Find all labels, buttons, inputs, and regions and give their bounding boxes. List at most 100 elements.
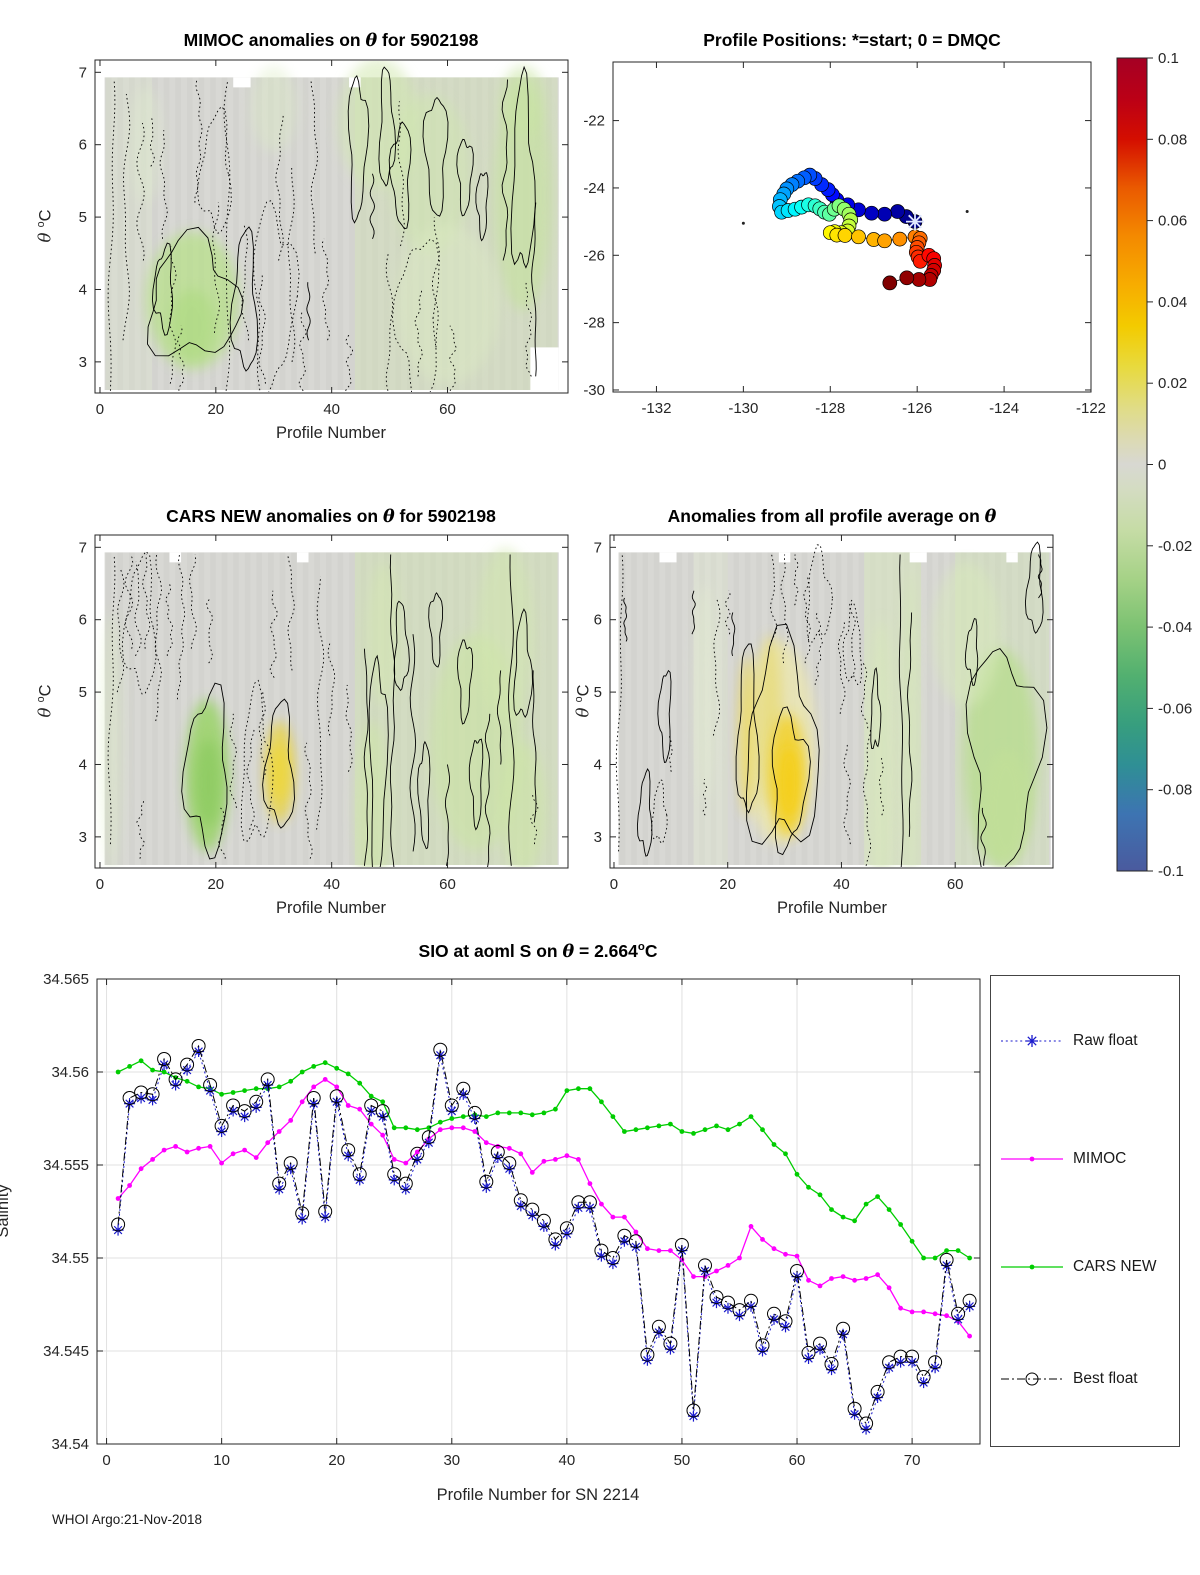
- colorbar-tick-label: -0.04: [1158, 619, 1192, 636]
- svg-text:-130: -130: [728, 400, 758, 417]
- colorbar-tick-label: 0.02: [1158, 375, 1187, 392]
- title-cars: CARS NEW anomalies on θ for 5902198: [166, 506, 496, 527]
- map-speck: [741, 221, 745, 225]
- legend-label: CARS NEW: [1073, 1258, 1157, 1275]
- svg-text:0: 0: [610, 876, 618, 893]
- xlabel-cars: Profile Number: [275, 899, 387, 917]
- svg-text:60: 60: [439, 401, 456, 418]
- svg-text:4: 4: [594, 756, 602, 773]
- colorbar-tick-label: 0.08: [1158, 131, 1187, 148]
- colorbar-tick-label: -0.1: [1158, 863, 1184, 880]
- colorbar-tick-label: -0.08: [1158, 782, 1192, 799]
- svg-text:-26: -26: [583, 247, 605, 264]
- colorbar-tick-label: 0.04: [1158, 294, 1187, 311]
- svg-text:34.54: 34.54: [51, 1436, 89, 1453]
- profile-position-marker: [864, 205, 879, 221]
- cars-contour-panel: [99, 547, 559, 867]
- positions-map-panel: [741, 167, 969, 291]
- legend-item-cars-new: CARS NEW: [999, 1256, 1157, 1278]
- colorbar: 0.1 0.08 0.06 0.04 0.02 0 -0.02 -0.04 -0.06 -0.08…: [1116, 50, 1192, 880]
- profile-position-marker: [899, 270, 915, 286]
- svg-text:7: 7: [79, 539, 87, 556]
- svg-text:0: 0: [102, 1452, 110, 1469]
- legend-sample-best-float: [999, 1368, 1065, 1390]
- mimoc-contour-panel: [104, 61, 559, 392]
- colorbar-tick-label: 0: [1158, 457, 1166, 474]
- svg-text:50: 50: [674, 1452, 691, 1469]
- series-cars-new: [115, 1058, 972, 1261]
- profile-position-marker: [890, 204, 905, 219]
- svg-text:34.55: 34.55: [51, 1250, 89, 1267]
- timeseries-panel: [97, 978, 980, 1445]
- legend-item-raw-float: Raw float: [999, 1030, 1138, 1052]
- profile-position-marker: [837, 228, 853, 243]
- svg-text:6: 6: [79, 137, 87, 154]
- svg-text:5: 5: [79, 684, 87, 701]
- svg-text:3: 3: [79, 354, 87, 371]
- allprof-contour-panel: [615, 541, 1051, 867]
- xlabel-timeseries: Profile Number for SN 2214: [436, 1486, 640, 1504]
- svg-text:34.565: 34.565: [43, 971, 89, 988]
- svg-text:3: 3: [594, 829, 602, 846]
- start-marker: [906, 212, 925, 231]
- legend: Raw float MIMOC CARS NEW Best float: [990, 975, 1180, 1447]
- svg-text:34.555: 34.555: [43, 1157, 89, 1174]
- profile-position-marker: [851, 229, 866, 245]
- svg-text:-22: -22: [583, 113, 605, 130]
- legend-label: Best float: [1073, 1370, 1138, 1387]
- colorbar-tick-label: 0.06: [1158, 213, 1187, 230]
- svg-text:7: 7: [79, 64, 87, 81]
- svg-text:0: 0: [96, 876, 104, 893]
- svg-text:70: 70: [904, 1452, 921, 1469]
- svg-text:10: 10: [213, 1452, 230, 1469]
- svg-text:40: 40: [323, 876, 340, 893]
- svg-text:60: 60: [439, 876, 456, 893]
- legend-sample-raw-float: [999, 1030, 1065, 1052]
- svg-text:40: 40: [559, 1452, 576, 1469]
- profile-position-marker: [911, 272, 927, 287]
- svg-text:60: 60: [789, 1452, 806, 1469]
- legend-sample-cars-new: [999, 1256, 1065, 1278]
- svg-text:4: 4: [79, 756, 87, 773]
- colorbar-tick-label: -0.02: [1158, 538, 1192, 555]
- profile-position-marker: [877, 233, 892, 249]
- svg-text:20: 20: [328, 1452, 345, 1469]
- legend-label: Raw float: [1073, 1032, 1138, 1049]
- svg-text:20: 20: [719, 876, 736, 893]
- trajectory-line: [778, 174, 936, 284]
- svg-text:-128: -128: [815, 400, 845, 417]
- xlabel-mimoc: Profile Number: [275, 424, 387, 442]
- title-mimoc: MIMOC anomalies on θ for 5902198: [183, 30, 479, 51]
- svg-text:40: 40: [833, 876, 850, 893]
- map-speck: [965, 210, 969, 214]
- svg-text:-24: -24: [583, 180, 605, 197]
- colorbar-tick-label: 0.1: [1158, 50, 1179, 67]
- svg-text:40: 40: [323, 401, 340, 418]
- svg-text:-122: -122: [1076, 400, 1106, 417]
- svg-text:3: 3: [79, 829, 87, 846]
- profile-position-marker: [892, 231, 908, 247]
- svg-text:-28: -28: [583, 315, 605, 332]
- svg-text:60: 60: [947, 876, 964, 893]
- profile-position-marker: [882, 275, 898, 291]
- svg-text:-126: -126: [902, 400, 932, 417]
- svg-text:-132: -132: [641, 400, 671, 417]
- svg-text:-124: -124: [989, 400, 1019, 417]
- svg-text:5: 5: [594, 684, 602, 701]
- svg-text:-30: -30: [583, 382, 605, 399]
- legend-sample-mimoc: [999, 1148, 1065, 1170]
- positions-box: [612, 61, 1092, 393]
- colorbar-tick-label: -0.06: [1158, 700, 1192, 717]
- legend-item-best-float: Best float: [999, 1368, 1138, 1390]
- svg-text:0: 0: [96, 401, 104, 418]
- svg-text:4: 4: [79, 281, 87, 298]
- footer-stamp: WHOI Argo:21-Nov-2018: [52, 1512, 203, 1527]
- title-positions: Profile Positions: *=start; 0 = DMQC: [703, 30, 1001, 50]
- series-mimoc: [115, 1077, 972, 1339]
- legend-item-mimoc: MIMOC: [999, 1148, 1126, 1170]
- xlabel-allprof: Profile Number: [776, 899, 888, 917]
- svg-text:6: 6: [79, 612, 87, 629]
- series-best-float: [111, 1039, 977, 1431]
